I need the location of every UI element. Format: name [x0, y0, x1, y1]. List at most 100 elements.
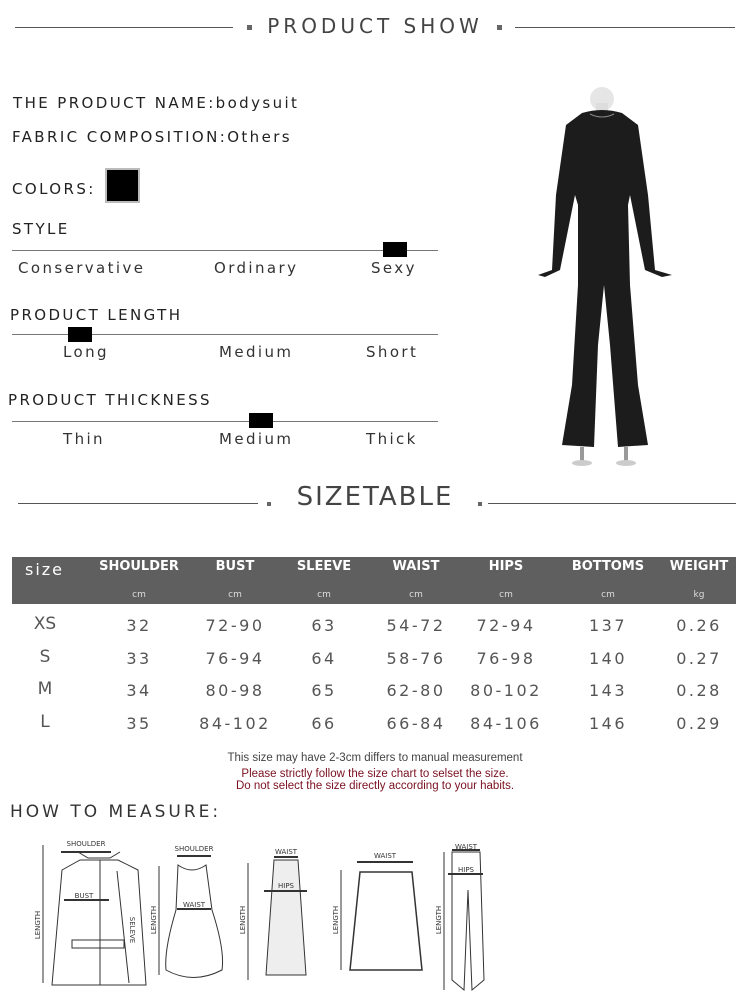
- column-header-hips: HIPS: [488, 559, 524, 574]
- color-swatch-black: [105, 168, 140, 203]
- length-option: Short: [366, 343, 419, 361]
- label-waist: WAIST: [183, 901, 206, 909]
- size-warning-2: Do not select the size directly accordin…: [235, 780, 515, 792]
- thickness-option: Medium: [219, 430, 294, 448]
- label-length: LENGTH: [239, 906, 247, 934]
- value-cell: 140: [588, 649, 628, 668]
- value-cell: 58-76: [386, 649, 446, 668]
- header-rule-right: [515, 27, 735, 28]
- column-header-bottoms: BOTTOMS: [571, 559, 645, 574]
- label-bust: BUST: [75, 892, 94, 900]
- value-cell: 33: [126, 649, 152, 668]
- thickness-option: Thin: [63, 430, 105, 448]
- label-length: LENGTH: [332, 906, 340, 934]
- sizetable-rule-left: [18, 503, 258, 504]
- value-cell: 80-102: [470, 681, 542, 700]
- value-cell: 137: [588, 616, 628, 635]
- thickness-title: PRODUCT THICKNESS: [8, 391, 212, 409]
- style-title: STYLE: [12, 220, 70, 238]
- value-cell: 0.29: [676, 714, 722, 733]
- shorts-diagram: [340, 861, 423, 971]
- skirt-diagram: [247, 856, 307, 980]
- product-name-label: THE PRODUCT NAME:: [13, 94, 216, 112]
- label-shoulder: SHOULDER: [175, 845, 214, 853]
- header-rule-left: [15, 27, 233, 28]
- label-waist: WAIST: [374, 852, 397, 860]
- value-cell: 0.26: [676, 616, 722, 635]
- value-cell: 65: [311, 681, 337, 700]
- label-length: LENGTH: [34, 911, 42, 939]
- value-cell: 34: [126, 681, 152, 700]
- value-cell: 0.28: [676, 681, 722, 700]
- value-cell: 62-80: [386, 681, 446, 700]
- column-header-bust: BUST: [215, 559, 255, 574]
- section-title-sizetable: SIZETABLE: [296, 482, 454, 512]
- sizetable-square-left: [267, 502, 271, 506]
- colors-label: COLORS:: [12, 180, 96, 198]
- label-length: LENGTH: [150, 906, 158, 934]
- how-to-measure-title: HOW TO MEASURE:: [10, 802, 222, 822]
- product-name-row: THE PRODUCT NAME:bodysuit: [13, 94, 299, 112]
- value-cell: 84-106: [470, 714, 542, 733]
- value-cell: 0.27: [676, 649, 722, 668]
- value-cell: 66: [311, 714, 337, 733]
- style-track: [12, 250, 438, 251]
- value-cell: 32: [126, 616, 152, 635]
- column-header-waist: WAIST: [392, 559, 440, 574]
- fabric-label: FABRIC COMPOSITION:: [12, 128, 228, 146]
- value-cell: 72-94: [476, 616, 536, 635]
- column-header-weight: WEIGHT: [669, 559, 729, 574]
- style-option: Sexy: [371, 259, 417, 277]
- jacket-diagram: [42, 845, 147, 986]
- value-cell: 146: [588, 714, 628, 733]
- column-unit: cm: [409, 590, 423, 600]
- value-cell: 76-98: [476, 649, 536, 668]
- label-waist: WAIST: [275, 848, 298, 856]
- column-unit: cm: [132, 590, 146, 600]
- style-marker: [383, 242, 407, 257]
- thickness-option: Thick: [366, 430, 418, 448]
- value-cell: 64: [311, 649, 337, 668]
- measure-diagrams: [42, 845, 485, 992]
- value-cell: 54-72: [386, 616, 446, 635]
- column-unit: kg: [693, 590, 705, 600]
- label-hips: HIPS: [458, 866, 475, 874]
- column-unit: cm: [499, 590, 513, 600]
- label-shoulder: SHOULDER: [67, 840, 106, 848]
- column-unit: cm: [228, 590, 242, 600]
- value-cell: 80-98: [205, 681, 265, 700]
- product-name-value: bodysuit: [215, 94, 300, 112]
- thickness-track: [12, 421, 438, 422]
- sizetable-rule-right: [488, 503, 736, 504]
- value-cell: 35: [126, 714, 152, 733]
- length-track: [12, 334, 438, 335]
- value-cell: 66-84: [386, 714, 446, 733]
- size-cell: S: [39, 647, 51, 667]
- product-image-bodysuit: [538, 87, 672, 466]
- size-cell: M: [37, 679, 53, 699]
- label-waist: WAIST: [455, 843, 478, 851]
- size-cell: L: [40, 712, 50, 732]
- style-option: Conservative: [18, 259, 146, 277]
- measure-labels: SHOULDER BUST LENGTH SELEVE SHOULDER WAI…: [34, 840, 478, 943]
- label-hips: HIPS: [278, 882, 295, 890]
- dress-diagram: [158, 855, 223, 978]
- size-warning-1: Please strictly follow the size chart to…: [241, 768, 509, 780]
- length-marker: [68, 327, 92, 342]
- label-sleeve: SELEVE: [128, 917, 136, 943]
- column-unit: cm: [317, 590, 331, 600]
- length-option: Long: [63, 343, 109, 361]
- length-title: PRODUCT LENGTH: [10, 306, 183, 324]
- size-table-header: size SHOULDER cm BUST cm SLEEVE cm WAIST cm HIPS…: [12, 557, 736, 604]
- value-cell: 76-94: [205, 649, 265, 668]
- column-unit: cm: [601, 590, 615, 600]
- fabric-row: FABRIC COMPOSITION:Others: [12, 128, 292, 146]
- thickness-marker: [249, 413, 273, 428]
- column-header-shoulder: SHOULDER: [99, 559, 179, 574]
- value-cell: 72-90: [205, 616, 265, 635]
- sizetable-square-right: [478, 502, 482, 506]
- label-length: LENGTH: [435, 906, 443, 934]
- value-cell: 143: [588, 681, 628, 700]
- section-title-product-show: PRODUCT SHOW: [267, 14, 483, 38]
- size-column-header: size: [25, 560, 65, 579]
